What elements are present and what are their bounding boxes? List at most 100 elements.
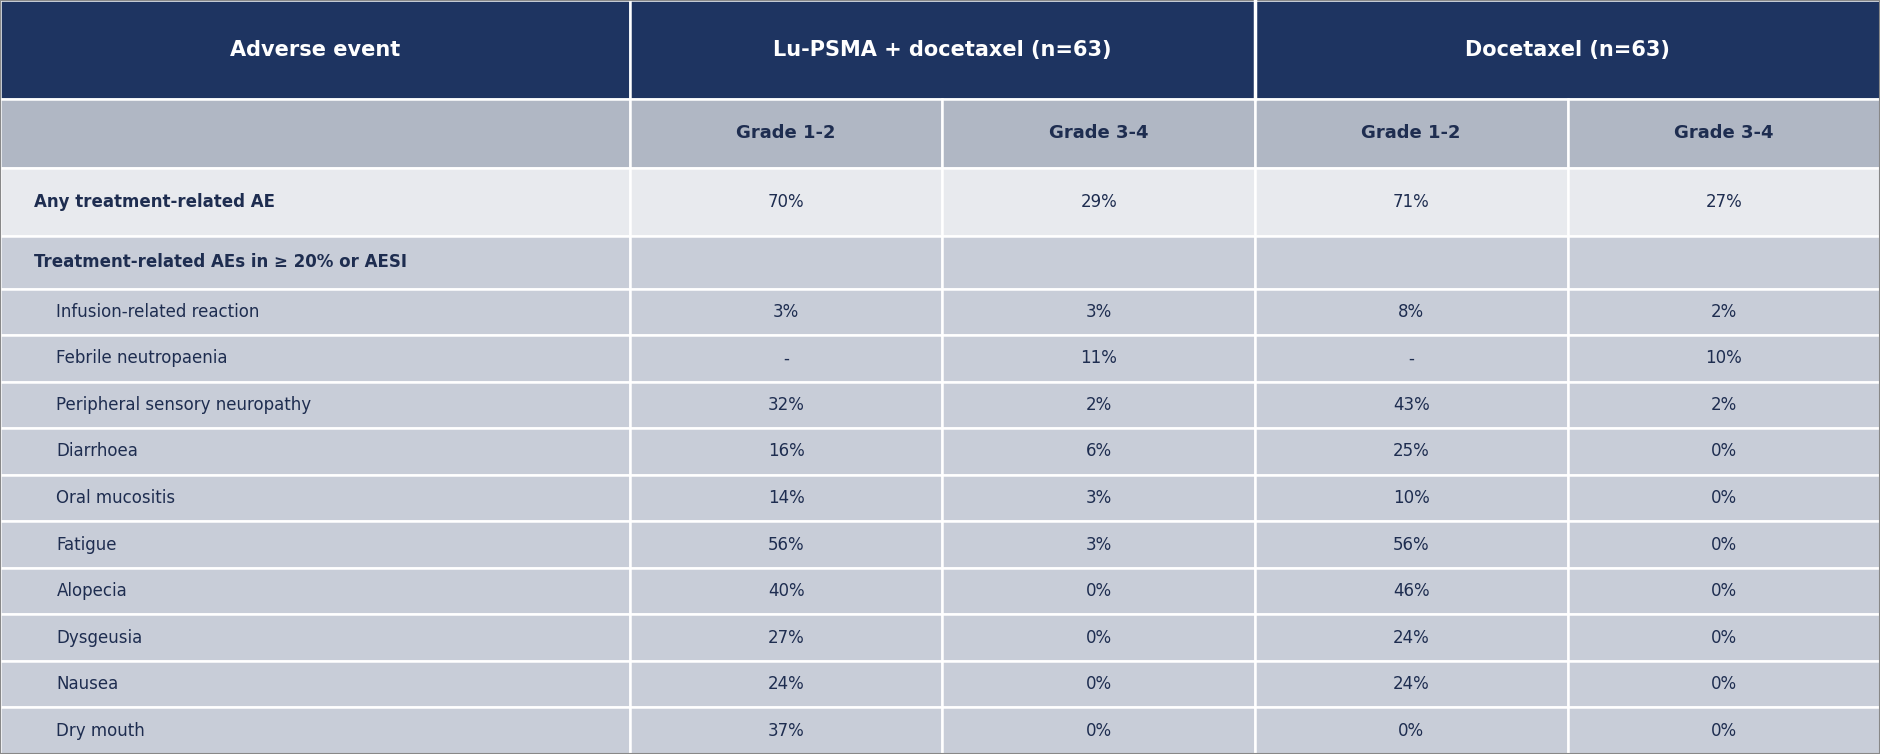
Bar <box>630 0 1256 100</box>
Bar <box>942 428 1256 475</box>
Bar <box>942 475 1256 521</box>
Bar <box>1568 707 1880 754</box>
Bar <box>1568 335 1880 382</box>
Bar <box>630 167 942 236</box>
Bar <box>0 521 630 568</box>
Text: 25%: 25% <box>1393 443 1429 461</box>
Bar <box>942 382 1256 428</box>
Text: Grade 3-4: Grade 3-4 <box>1049 124 1149 143</box>
Bar <box>630 521 942 568</box>
Bar <box>0 0 630 100</box>
Text: 0%: 0% <box>1711 722 1737 740</box>
Text: 3%: 3% <box>773 303 799 321</box>
Text: 10%: 10% <box>1705 349 1743 367</box>
Text: 0%: 0% <box>1711 629 1737 647</box>
Bar <box>1256 475 1568 521</box>
Text: 40%: 40% <box>767 582 805 600</box>
Text: 3%: 3% <box>1085 489 1111 507</box>
Bar <box>942 100 1256 167</box>
Bar <box>1256 167 1568 236</box>
Bar <box>1256 428 1568 475</box>
Text: Adverse event: Adverse event <box>229 40 400 60</box>
Text: 11%: 11% <box>1081 349 1117 367</box>
Text: 0%: 0% <box>1711 535 1737 553</box>
Bar <box>1568 100 1880 167</box>
Text: Any treatment-related AE: Any treatment-related AE <box>34 193 274 210</box>
Text: Grade 1-2: Grade 1-2 <box>737 124 837 143</box>
Text: 29%: 29% <box>1081 193 1117 210</box>
Bar <box>0 568 630 615</box>
Text: -: - <box>1408 349 1414 367</box>
Bar <box>0 707 630 754</box>
Text: 37%: 37% <box>767 722 805 740</box>
Text: 2%: 2% <box>1085 396 1111 414</box>
Text: Nausea: Nausea <box>56 675 118 693</box>
Bar <box>630 568 942 615</box>
Bar <box>1568 615 1880 661</box>
Text: 0%: 0% <box>1085 582 1111 600</box>
Bar <box>1568 568 1880 615</box>
Text: 3%: 3% <box>1085 303 1111 321</box>
Text: 6%: 6% <box>1085 443 1111 461</box>
Text: Dry mouth: Dry mouth <box>56 722 145 740</box>
Bar <box>1256 335 1568 382</box>
Bar <box>942 236 1256 289</box>
Text: Oral mucositis: Oral mucositis <box>56 489 175 507</box>
Text: 14%: 14% <box>767 489 805 507</box>
Bar <box>0 382 630 428</box>
Bar <box>0 428 630 475</box>
Text: 3%: 3% <box>1085 535 1111 553</box>
Text: Alopecia: Alopecia <box>56 582 128 600</box>
Bar <box>630 661 942 707</box>
Bar <box>0 167 630 236</box>
Bar <box>630 707 942 754</box>
Bar <box>630 289 942 335</box>
Text: Diarrhoea: Diarrhoea <box>56 443 139 461</box>
Bar <box>0 475 630 521</box>
Text: 8%: 8% <box>1399 303 1425 321</box>
Bar <box>1256 382 1568 428</box>
Text: 0%: 0% <box>1085 722 1111 740</box>
Bar <box>942 167 1256 236</box>
Text: 0%: 0% <box>1711 582 1737 600</box>
Text: Infusion-related reaction: Infusion-related reaction <box>56 303 259 321</box>
Bar <box>0 236 630 289</box>
Bar <box>630 100 942 167</box>
Bar <box>1256 521 1568 568</box>
Text: 24%: 24% <box>1393 675 1429 693</box>
Bar <box>0 335 630 382</box>
Text: 0%: 0% <box>1711 443 1737 461</box>
Bar <box>0 661 630 707</box>
Bar <box>0 100 630 167</box>
Bar <box>630 335 942 382</box>
Text: -: - <box>784 349 790 367</box>
Bar <box>1568 167 1880 236</box>
Bar <box>1256 0 1880 100</box>
Text: 2%: 2% <box>1711 303 1737 321</box>
Text: 16%: 16% <box>767 443 805 461</box>
Bar <box>1568 236 1880 289</box>
Text: 56%: 56% <box>767 535 805 553</box>
Bar <box>1568 521 1880 568</box>
Text: 0%: 0% <box>1711 489 1737 507</box>
Bar <box>942 521 1256 568</box>
Bar <box>630 382 942 428</box>
Bar <box>0 289 630 335</box>
Bar <box>1568 382 1880 428</box>
Text: 70%: 70% <box>767 193 805 210</box>
Bar <box>630 428 942 475</box>
Text: Grade 3-4: Grade 3-4 <box>1673 124 1773 143</box>
Bar <box>1256 568 1568 615</box>
Bar <box>942 335 1256 382</box>
Text: 24%: 24% <box>767 675 805 693</box>
Text: Treatment-related AEs in ≥ 20% or AESI: Treatment-related AEs in ≥ 20% or AESI <box>34 253 406 271</box>
Text: Fatigue: Fatigue <box>56 535 117 553</box>
Bar <box>1568 475 1880 521</box>
Text: Grade 1-2: Grade 1-2 <box>1361 124 1461 143</box>
Bar <box>1256 289 1568 335</box>
Bar <box>630 615 942 661</box>
Text: 32%: 32% <box>767 396 805 414</box>
Text: Dysgeusia: Dysgeusia <box>56 629 143 647</box>
Bar <box>630 236 942 289</box>
Text: 10%: 10% <box>1393 489 1429 507</box>
